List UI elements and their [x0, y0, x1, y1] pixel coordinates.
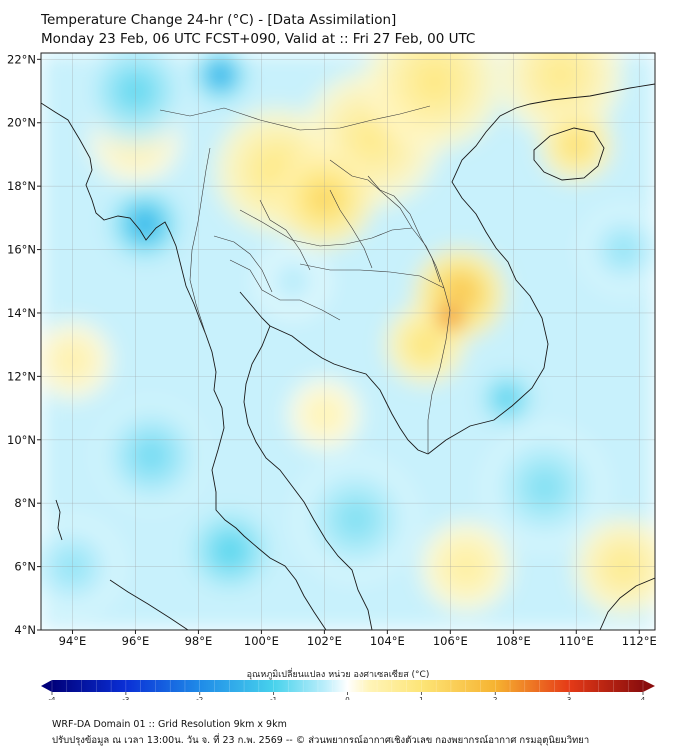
coastline-andaman — [55, 499, 63, 541]
coastline-hainan — [533, 127, 605, 181]
colorbar-min-arrow — [41, 680, 52, 692]
field-anomaly-contour — [414, 334, 436, 355]
coastline-gulf-thailand — [239, 291, 429, 455]
lon-tick-label: 102°E — [307, 634, 342, 648]
field-anomaly-contour — [217, 538, 243, 564]
field-anomaly-contour — [340, 503, 372, 535]
colorbar-tick-label: -2 — [196, 696, 203, 700]
border-thai-cambodia — [299, 263, 445, 289]
coastline-sumatra — [109, 579, 189, 630]
chart-subtitle: Monday 23 Feb, 06 UTC FCST+090, Valid at… — [41, 31, 476, 47]
footer-model-info: WRF-DA Domain 01 :: Grid Resolution 9km … — [52, 719, 287, 730]
field-anomaly-contour — [314, 404, 334, 424]
lon-tick-label: 100°E — [244, 634, 279, 648]
lon-tick-label: 106°E — [433, 634, 468, 648]
lat-tick-label: 10°N — [7, 433, 36, 447]
chart-title: Temperature Change 24-hr (°C) - [Data As… — [41, 12, 397, 28]
map-frame — [40, 52, 656, 631]
coastline-peninsula-east — [243, 325, 373, 630]
border-mekong — [367, 175, 441, 283]
field-anomaly-contour — [610, 553, 637, 580]
lon-tick-label: 94°E — [59, 634, 87, 648]
lat-tick-label: 12°N — [7, 369, 36, 383]
border-province-2 — [259, 199, 311, 271]
lon-tick-label: 104°E — [370, 634, 405, 648]
border-cambodia-vietnam — [427, 287, 451, 454]
latitude-axis: 22°N 20°N 18°N 16°N 14°N 12°N 10°N 8°N 6°N 4°N — [7, 52, 41, 637]
coastlines — [41, 83, 655, 630]
colorbar-tick-label: 3 — [567, 696, 571, 700]
lat-tick-label: 22°N — [7, 52, 36, 66]
lon-tick-label: 96°E — [122, 634, 150, 648]
field-anomaly-contour — [444, 310, 456, 322]
colorbar-tick-label: -1 — [270, 696, 277, 700]
colorbar-tick-label: -4 — [49, 696, 57, 700]
field-anomaly-contour — [62, 350, 83, 371]
colorbar-tick-label: 0 — [345, 696, 349, 700]
lon-tick-label: 110°E — [559, 634, 594, 648]
lat-tick-label: 16°N — [7, 243, 36, 257]
lon-tick-label: 108°E — [496, 634, 531, 648]
colorbar-max-arrow — [643, 680, 655, 692]
field-anomaly-contour — [311, 186, 337, 212]
lon-tick-label: 98°E — [185, 634, 213, 648]
border-myanmar-thailand — [189, 147, 211, 336]
field-anomaly-contour — [612, 238, 635, 261]
coastline-vietnam — [427, 83, 655, 455]
colorbar-tick-label: 2 — [493, 696, 497, 700]
temperature-field — [41, 53, 655, 630]
field-anomaly-contour — [213, 68, 228, 83]
lon-tick-label: 112°E — [622, 634, 657, 648]
lat-tick-label: 8°N — [14, 496, 36, 510]
border-thai-laos — [239, 209, 413, 247]
border-province-1 — [229, 259, 341, 321]
field-anomaly-contour — [283, 271, 303, 291]
lat-tick-label: 20°N — [7, 116, 36, 130]
footer-credit: ปรับปรุงข้อมูล ณ เวลา 13:00น. วัน จ. ที่… — [52, 735, 590, 746]
country-borders — [159, 105, 451, 454]
colorbar-tick-label: 1 — [419, 696, 423, 700]
field-anomaly-contour — [566, 135, 586, 155]
colorbar-tick-label: -3 — [122, 696, 129, 700]
lat-tick-label: 14°N — [7, 306, 36, 320]
field-anomaly-contour — [137, 441, 166, 470]
field-anomaly-contour — [529, 471, 561, 504]
colorbar-title: อุณหภูมิเปลี่ยนแปลง หน่วย องศาเซลเซียส (… — [246, 670, 430, 680]
longitude-axis: 94°E 96°E 98°E 100°E 102°E 104°E 106°E 108°E 110… — [59, 630, 657, 648]
border-china-north — [159, 105, 431, 131]
lat-tick-label: 18°N — [7, 179, 36, 193]
field-anomaly-contour — [499, 390, 515, 407]
field-anomaly-contour — [121, 76, 150, 106]
field-anomaly-contour — [417, 64, 452, 99]
border-province-4 — [213, 235, 273, 293]
colorbar: -4 -3 -2 -1 0 1 2 3 4 — [41, 680, 655, 700]
coastline-myanmar-west — [41, 102, 327, 630]
field-anomaly-contour — [59, 553, 86, 580]
lat-tick-label: 6°N — [14, 560, 36, 574]
field-anomaly-contour — [135, 214, 155, 234]
lat-tick-label: 4°N — [14, 623, 36, 637]
colorbar-tick-label: 4 — [641, 696, 646, 700]
border-province-3 — [329, 189, 373, 269]
map-figure: 22°N 20°N 18°N 16°N 14°N 12°N 10°N 8°N 6°N 4°N 94… — [7, 52, 657, 700]
field-anomaly-contour — [544, 59, 577, 91]
graticule — [41, 53, 655, 630]
field-anomaly-contour — [454, 554, 478, 579]
colorbar-bar — [52, 680, 643, 692]
field-anomaly-contour — [354, 121, 389, 156]
coastline-borneo — [599, 577, 655, 630]
